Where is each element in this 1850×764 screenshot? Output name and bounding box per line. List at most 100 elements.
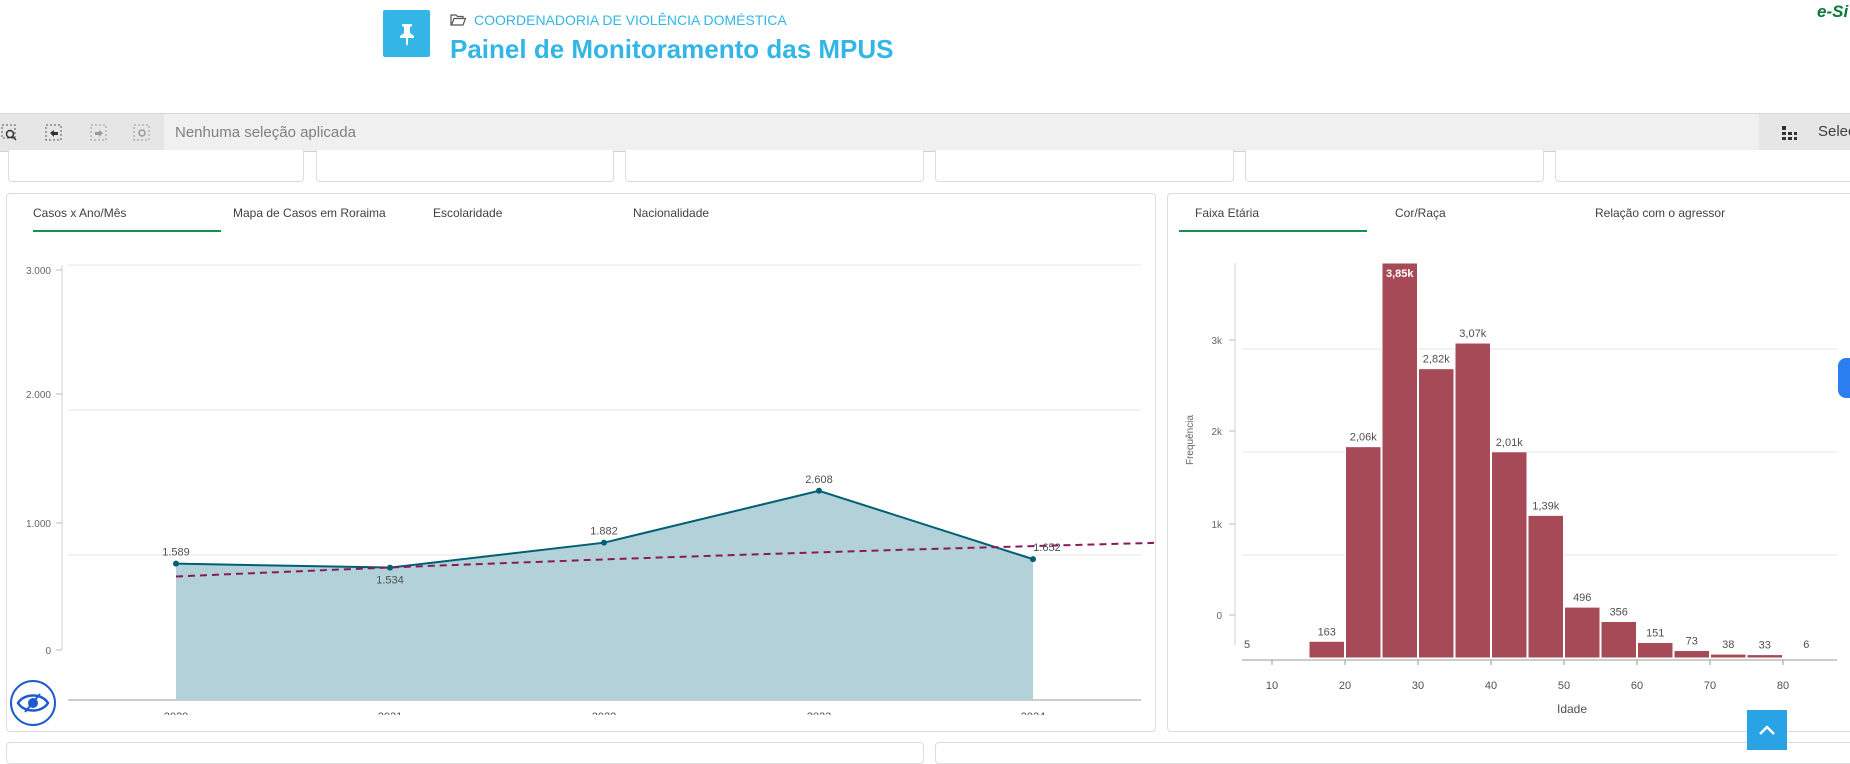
data-point: [387, 564, 393, 571]
kpi-card[interactable]: [1245, 150, 1544, 182]
kpi-card[interactable]: [316, 150, 614, 182]
histogram-bar: [1272, 656, 1309, 659]
data-label: 1.882: [590, 526, 618, 538]
histogram-bar: [1454, 342, 1491, 659]
data-point: [173, 560, 179, 567]
data-point: [601, 539, 607, 546]
y-tick-label: 1k: [1211, 520, 1223, 531]
histogram-bar: [1746, 654, 1783, 659]
bar-value-label: 356: [1610, 606, 1628, 618]
bar-value-label: 3,07k: [1459, 328, 1486, 340]
y-tick-label: 3.000: [26, 266, 51, 277]
histogram-bar: [1491, 451, 1528, 659]
clear-selections-icon[interactable]: [133, 124, 151, 142]
x-tick-label: 20: [1339, 680, 1351, 692]
x-tick-label: 10: [1266, 680, 1278, 692]
bar-value-label: 5: [1244, 639, 1250, 651]
histogram-bar: [1564, 606, 1601, 659]
chevron-up-icon: [1759, 725, 1775, 735]
side-help-tab[interactable]: [1838, 358, 1850, 398]
histogram-bar: [1783, 656, 1820, 659]
logo: e-Si: [1817, 2, 1849, 21]
data-point: [816, 487, 822, 494]
tab-relacao-agressor[interactable]: Relação com o agressor: [1595, 206, 1726, 220]
histogram-bar: [1308, 640, 1345, 659]
histogram-bar: [1600, 620, 1637, 659]
step-forward-icon[interactable]: [90, 124, 108, 142]
kpi-card[interactable]: [935, 150, 1234, 182]
page-header: COORDENADORIA DE VIOLÊNCIA DOMÉSTICA Pai…: [0, 0, 1850, 112]
bar-value-label: 3,85k: [1386, 268, 1414, 280]
cases-line-chart[interactable]: 0 1.000 2.000 3.000 1.589 2020 1.534 2021 1.882 2…: [6, 245, 1154, 715]
tab-mapa-casos[interactable]: Mapa de Casos em Roraima: [233, 206, 386, 220]
x-tick-label: 80: [1777, 680, 1789, 692]
x-tick-label: 2022: [592, 711, 616, 715]
histogram-bar: [1527, 514, 1564, 659]
data-label: 1.652: [1033, 542, 1061, 554]
x-tick-label: 70: [1704, 680, 1716, 692]
bar-value-label: 2,01k: [1496, 437, 1523, 449]
histogram-bar: [1418, 368, 1455, 659]
selections-tool-label[interactable]: Seleç: [1818, 123, 1850, 140]
area-fill: [176, 490, 1033, 700]
folder-open-icon: [450, 14, 466, 26]
histogram-bar: [1710, 653, 1747, 659]
smart-search-icon[interactable]: [1, 124, 19, 142]
data-label: 1.534: [376, 575, 404, 587]
y-tick-label: 2k: [1211, 427, 1223, 438]
kpi-card[interactable]: [1555, 150, 1850, 182]
y-tick-label: 3k: [1211, 336, 1223, 347]
bottom-panel: [935, 742, 1850, 764]
x-tick-label: 2021: [378, 711, 402, 715]
tab-nacionalidade[interactable]: Nacionalidade: [633, 206, 710, 220]
bar-value-label: 151: [1646, 628, 1664, 640]
bar-value-label: 38: [1722, 639, 1734, 651]
x-tick-label: 60: [1631, 680, 1643, 692]
eye-icon: [16, 693, 50, 713]
y-tick-label: 2.000: [26, 390, 51, 401]
bar-value-label: 2,06k: [1350, 432, 1377, 444]
bar-value-label: 1,39k: [1532, 500, 1559, 512]
data-point: [1030, 556, 1036, 563]
bottom-panel: [6, 742, 924, 764]
accessibility-button[interactable]: [10, 680, 56, 726]
data-label: 2.608: [805, 474, 833, 486]
bar-value-label: 496: [1573, 592, 1591, 604]
x-tick-label: 40: [1485, 680, 1497, 692]
y-tick-label: 0: [1216, 611, 1222, 622]
y-axis-title: Frequência: [1185, 415, 1196, 465]
histogram-bar: [1381, 262, 1418, 659]
y-tick-label: 0: [45, 646, 51, 657]
y-tick-label: 1.000: [26, 519, 51, 530]
histogram-bar: [1345, 446, 1382, 659]
tab-casos-ano-mes[interactable]: Casos x Ano/Mês: [33, 206, 221, 232]
age-histogram[interactable]: 0 1k 2k 3k Frequência Idade 5 163 2,06k 3,85k 2,82…: [1167, 245, 1850, 725]
tab-faixa-etaria[interactable]: Faixa Etária: [1179, 206, 1367, 232]
breadcrumb[interactable]: COORDENADORIA DE VIOLÊNCIA DOMÉSTICA: [450, 12, 787, 28]
kpi-card[interactable]: [625, 150, 924, 182]
tab-cor-raca[interactable]: Cor/Raça: [1395, 206, 1446, 220]
tab-escolaridade[interactable]: Escolaridade: [433, 206, 503, 220]
x-tick-label: 50: [1558, 680, 1570, 692]
selections-grid-icon[interactable]: [1781, 125, 1797, 141]
x-tick-label: 2023: [807, 711, 831, 715]
bar-value-label: 2,82k: [1423, 354, 1450, 366]
x-tick-label: 30: [1412, 680, 1424, 692]
bar-value-label: 6: [1803, 639, 1809, 651]
step-back-icon[interactable]: [45, 124, 63, 142]
bar-value-label: 163: [1318, 626, 1336, 638]
histogram-bar: [1673, 650, 1710, 659]
bar-value-label: 73: [1686, 636, 1698, 648]
x-axis-title: Idade: [1557, 702, 1587, 716]
data-label: 1.589: [162, 547, 190, 559]
scroll-top-button[interactable]: [1747, 710, 1787, 750]
x-tick-label: 2024: [1021, 711, 1045, 715]
bar-value-label: 33: [1759, 640, 1771, 652]
pin-icon: [383, 10, 430, 57]
selections-bar[interactable]: Nenhuma seleção aplicada: [164, 114, 1759, 151]
kpi-card[interactable]: [8, 150, 304, 182]
breadcrumb-label: COORDENADORIA DE VIOLÊNCIA DOMÉSTICA: [474, 12, 787, 28]
selection-toolbar: Nenhuma seleção aplicada Seleç: [0, 113, 1850, 152]
histogram-bar: [1637, 642, 1674, 659]
x-tick-label: 2020: [164, 711, 188, 715]
